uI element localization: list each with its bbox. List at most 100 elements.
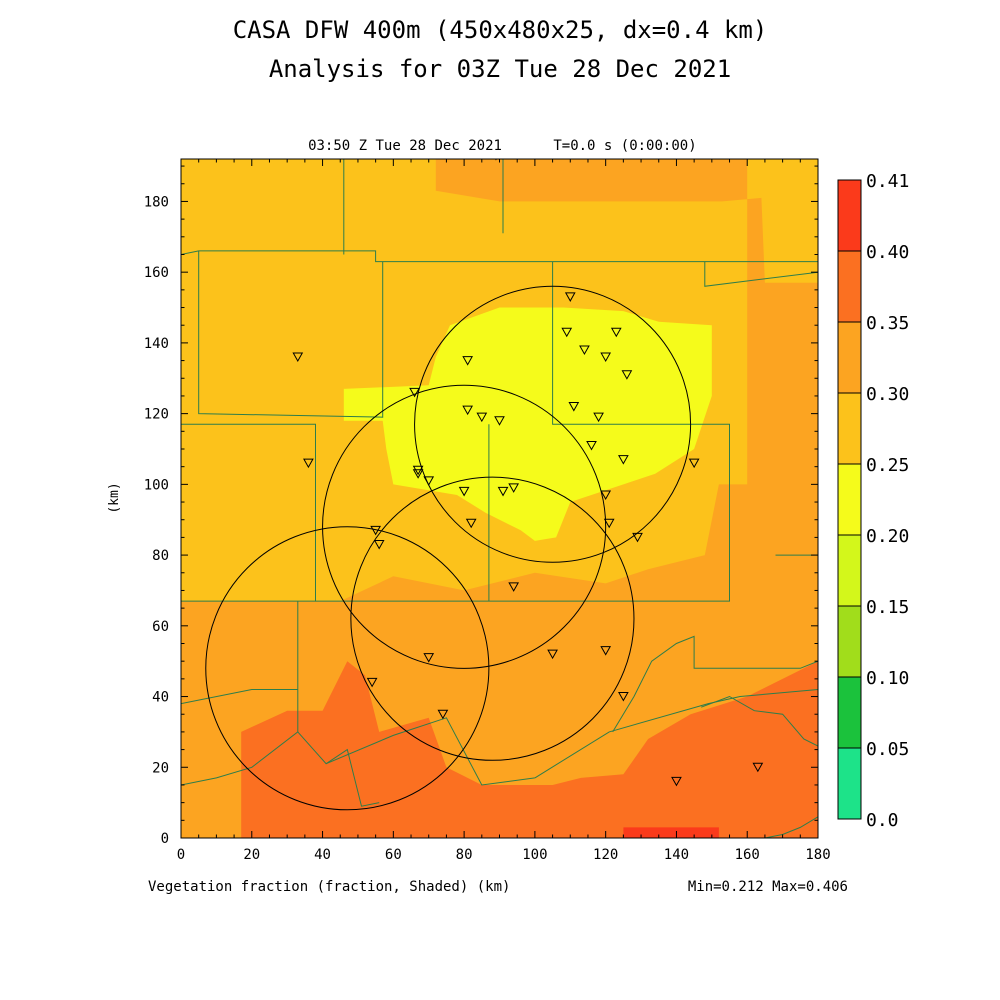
county-boundary-5 bbox=[704, 261, 818, 287]
site-marker-13 bbox=[568, 402, 580, 412]
site-marker-3 bbox=[579, 345, 590, 355]
colorbar-label-1: 0.05 bbox=[866, 739, 909, 760]
county-boundary-6 bbox=[181, 423, 316, 602]
y-tick-label-5: 100 bbox=[144, 477, 169, 493]
plot-subtitle-time: 03:50 Z Tue 28 Dec 2021 bbox=[308, 138, 502, 154]
site-marker-23 bbox=[497, 486, 509, 497]
y-axis-label: (km) bbox=[107, 482, 122, 513]
county-boundary-12 bbox=[325, 717, 535, 786]
site-marker-9 bbox=[409, 387, 420, 398]
colorbar-label-0: 0.0 bbox=[866, 810, 899, 831]
shaded-region-0 bbox=[181, 159, 818, 838]
colorbar-label-9: 0.41 bbox=[866, 171, 909, 192]
radar-range-rings bbox=[205, 285, 692, 811]
county-boundary-10 bbox=[181, 689, 298, 705]
site-marker-1 bbox=[564, 292, 576, 302]
site-marker-15 bbox=[586, 440, 597, 451]
chart-title-line1: CASA DFW 400m (450x480x25, dx=0.4 km) bbox=[232, 16, 768, 44]
shaded-region-1 bbox=[241, 661, 818, 838]
colorbar-segment-6 bbox=[837, 321, 862, 394]
site-marker-7 bbox=[292, 352, 304, 363]
observation-sites bbox=[292, 159, 764, 787]
y-tick-label-0: 0 bbox=[161, 831, 169, 847]
y-tick-label-4: 80 bbox=[152, 548, 169, 564]
site-marker-17 bbox=[303, 458, 314, 469]
site-marker-22 bbox=[458, 486, 470, 497]
county-boundaries bbox=[181, 159, 818, 838]
plot-area bbox=[181, 159, 818, 838]
county-boundary-14 bbox=[612, 635, 818, 733]
colorbar: 0.0 0.05 0.10 0.15 0.20 0.25 0.30 0.35 0.40 0.41 bbox=[837, 171, 909, 831]
x-tick-label-8: 160 bbox=[735, 847, 760, 863]
chart-title-line2: Analysis for 03Z Tue 28 Dec 2021 bbox=[268, 55, 732, 83]
y-tick-label-2: 40 bbox=[152, 690, 169, 706]
site-marker-36 bbox=[618, 692, 629, 702]
colorbar-label-5: 0.25 bbox=[866, 455, 909, 476]
site-marker-20 bbox=[412, 469, 424, 479]
x-axis-label: Vegetation fraction (fraction, Shaded) (… bbox=[148, 879, 510, 895]
x-tick-label-6: 120 bbox=[593, 847, 618, 863]
colorbar-label-7: 0.35 bbox=[866, 313, 909, 334]
site-marker-34 bbox=[600, 646, 612, 656]
county-boundary-7 bbox=[315, 424, 730, 602]
x-tick-label-7: 140 bbox=[664, 847, 689, 863]
county-boundary-0 bbox=[181, 250, 818, 263]
shaded-region-3 bbox=[343, 307, 712, 541]
x-tick-label-5: 100 bbox=[522, 847, 547, 863]
site-marker-24 bbox=[508, 483, 520, 493]
site-marker-38 bbox=[671, 776, 682, 787]
site-marker-16 bbox=[618, 455, 629, 465]
colorbar-segment-4 bbox=[837, 463, 862, 536]
colorbar-segment-1 bbox=[837, 676, 862, 749]
x-tick-label-4: 80 bbox=[456, 847, 473, 863]
x-tick-label-0: 0 bbox=[177, 847, 185, 863]
site-marker-29 bbox=[370, 525, 381, 536]
axes: 0 20 40 60 80 100 120 140 160 180 0 20 40 60 80 100 120 1… bbox=[144, 159, 831, 863]
site-marker-6 bbox=[621, 370, 633, 380]
x-tick-label-2: 40 bbox=[314, 847, 331, 863]
colorbar-label-3: 0.15 bbox=[866, 597, 909, 618]
site-marker-10 bbox=[462, 405, 474, 416]
site-marker-4 bbox=[610, 327, 622, 338]
site-marker-28 bbox=[632, 532, 643, 543]
county-boundary-11 bbox=[297, 731, 380, 807]
site-marker-30 bbox=[373, 539, 385, 550]
x-tick-label-9: 180 bbox=[805, 847, 830, 863]
site-marker-35 bbox=[366, 677, 378, 688]
county-boundary-15 bbox=[701, 695, 818, 747]
colorbar-segment-0 bbox=[837, 747, 862, 820]
colorbar-segment-5 bbox=[837, 392, 862, 465]
y-tick-label-3: 60 bbox=[152, 619, 169, 635]
site-marker-39 bbox=[752, 762, 764, 773]
y-tick-label-6: 120 bbox=[144, 407, 169, 423]
colorbar-label-6: 0.30 bbox=[866, 384, 909, 405]
colorbar-segment-7 bbox=[837, 250, 862, 323]
site-marker-33 bbox=[547, 649, 558, 660]
colorbar-segment-3 bbox=[837, 534, 862, 607]
site-marker-5 bbox=[600, 352, 612, 363]
site-marker-8 bbox=[462, 356, 474, 366]
site-marker-27 bbox=[465, 518, 477, 529]
shaded-region-2 bbox=[623, 827, 719, 838]
range-ring-1 bbox=[322, 384, 607, 669]
y-tick-label-7: 140 bbox=[144, 336, 169, 352]
county-boundary-9 bbox=[181, 601, 299, 786]
range-ring-3 bbox=[205, 526, 490, 811]
y-tick-label-8: 160 bbox=[144, 265, 169, 281]
county-boundary-13 bbox=[534, 689, 818, 779]
y-tick-label-1: 20 bbox=[152, 760, 169, 776]
site-marker-18 bbox=[688, 458, 700, 469]
site-marker-2 bbox=[561, 327, 573, 338]
site-marker-32 bbox=[423, 653, 435, 663]
site-marker-12 bbox=[494, 416, 505, 426]
x-tick-label-1: 20 bbox=[243, 847, 260, 863]
colorbar-label-8: 0.40 bbox=[866, 242, 909, 263]
colorbar-label-4: 0.20 bbox=[866, 526, 909, 547]
y-tick-label-9: 180 bbox=[144, 194, 169, 210]
site-marker-11 bbox=[476, 412, 488, 423]
site-marker-37 bbox=[437, 709, 449, 720]
county-boundary-16 bbox=[764, 816, 818, 838]
colorbar-segment-2 bbox=[837, 605, 862, 678]
colorbar-segment-8 bbox=[837, 179, 862, 252]
